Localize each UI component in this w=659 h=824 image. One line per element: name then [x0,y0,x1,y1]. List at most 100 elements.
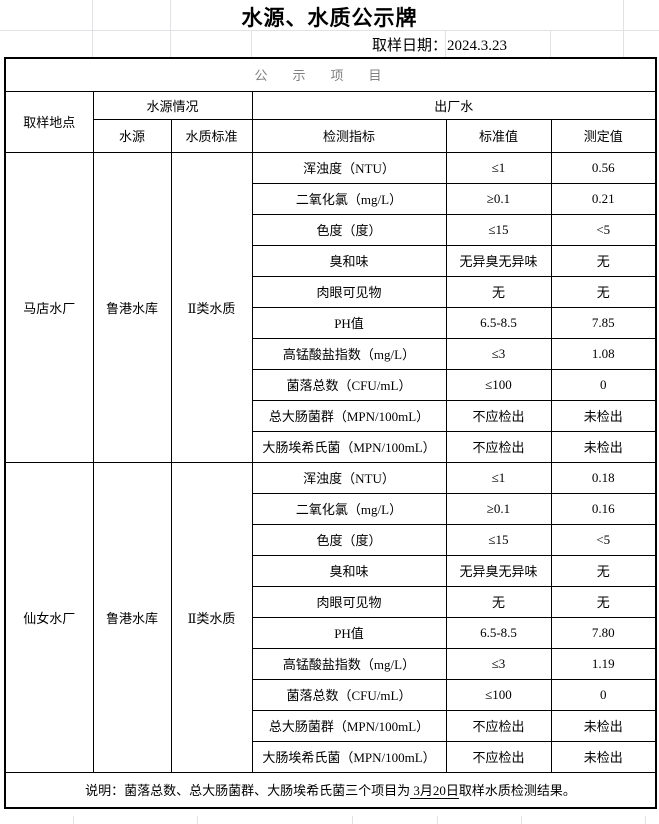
standard-cell: 不应检出 [445,430,552,463]
indicator-cell: 色度（度） [251,523,447,556]
table-row: 肉眼可见物 无 无 [5,275,657,308]
indicator-cell: 大肠埃希氏菌（MPN/100mL） [251,430,447,463]
plant-name-cell: 仙女水厂 [4,461,94,773]
gridline-vertical [645,816,646,824]
measured-cell: 1.19 [550,647,657,680]
table-row: 高锰酸盐指数（mg/L） ≤3 1.08 [5,337,657,370]
indicator-cell: 高锰酸盐指数（mg/L） [251,647,447,680]
measured-cell: 无 [550,275,657,308]
sample-date: 取样日期：2024.3.23 [372,38,508,54]
standard-cell: ≤100 [445,368,552,401]
indicator-cell: PH值 [251,306,447,339]
measured-cell: <5 [550,523,657,556]
gridline-vertical [437,816,438,824]
plant-standard-cell: Ⅱ类水质 [170,151,253,463]
water-quality-table: 公示项目 取样地点 水源情况 出厂水 水源 水质标准 检测指标 标准值 测定值 … [4,57,657,809]
standard-cell: 不应检出 [445,399,552,432]
indicator-cell: 总大肠菌群（MPN/100mL） [251,709,447,742]
table-row: 总大肠菌群（MPN/100mL） 不应检出 未检出 [5,709,657,742]
measured-cell: 0.21 [550,182,657,215]
gridline-vertical [251,30,252,57]
measured-cell: 无 [550,244,657,277]
gridline-vertical [550,30,551,57]
standard-cell: ≤3 [445,647,552,680]
gridline-vertical [92,0,93,57]
standard-cell: 无 [445,275,552,308]
header-measured-value: 测定值 [550,118,657,153]
table-row: 大肠埃希氏菌（MPN/100mL） 不应检出 未检出 [5,740,657,773]
measured-cell: 0.16 [550,492,657,525]
plant-source-cell: 鲁港水库 [92,151,172,463]
gridline-vertical [521,816,522,824]
header-standard-value: 标准值 [445,118,552,153]
table-row: 总大肠菌群（MPN/100mL） 不应检出 未检出 [5,399,657,432]
indicator-cell: 臭和味 [251,554,447,587]
standard-cell: ≤3 [445,337,552,370]
table-row: 色度（度） ≤15 <5 [5,523,657,556]
measured-cell: 0.56 [550,151,657,184]
plant-standard-cell: Ⅱ类水质 [170,461,253,773]
standard-cell: ≥0.1 [445,182,552,215]
measured-cell: 未检出 [550,740,657,773]
indicator-cell: 大肠埃希氏菌（MPN/100mL） [251,740,447,773]
table-row: 臭和味 无异臭无异味 无 [5,554,657,587]
table-row: 菌落总数（CFU/mL） ≤100 0 [5,368,657,401]
standard-cell: ≥0.1 [445,492,552,525]
indicator-cell: 臭和味 [251,244,447,277]
measured-cell: 7.80 [550,616,657,649]
footnote-prefix: 说明：菌落总数、总大肠菌群、大肠埃希氏菌三个项目为 [85,783,411,799]
table-row: 大肠埃希氏菌（MPN/100mL） 不应检出 未检出 [5,430,657,463]
table-row: 仙女水厂 鲁港水库 Ⅱ类水质 浑浊度（NTU） ≤1 0.18 [4,461,657,773]
standard-cell: ≤1 [445,151,552,184]
measured-cell: 未检出 [550,430,657,463]
measured-cell: 未检出 [550,399,657,432]
footnote: 说明：菌落总数、总大肠菌群、大肠埃希氏菌三个项目为 3月20日取样水质检测结果。 [4,771,657,809]
footnote-suffix: 取样水质检测结果。 [458,783,576,799]
measured-cell: 7.85 [550,306,657,339]
section-header: 公示项目 [4,57,657,92]
indicator-cell: 肉眼可见物 [251,275,447,308]
footnote-row: 说明：菌落总数、总大肠菌群、大肠埃希氏菌三个项目为 3月20日取样水质检测结果。 [4,771,657,809]
measured-cell: 无 [550,585,657,618]
gridline-horizontal [0,30,659,31]
measured-cell: 无 [550,554,657,587]
header-source-info: 水源情况 [92,90,253,120]
indicator-cell: 浑浊度（NTU） [251,151,447,184]
table-row: 色度（度） ≤15 <5 [5,213,657,246]
table-row: 肉眼可见物 无 无 [5,585,657,618]
gridline-vertical [197,816,198,824]
table-row: 二氧化氯（mg/L） ≥0.1 0.21 [5,182,657,215]
indicator-cell: 浑浊度（NTU） [251,461,447,494]
plant-source-cell: 鲁港水库 [92,461,172,773]
measured-cell: 0 [550,678,657,711]
header-quality-standard: 水质标准 [170,118,253,153]
gridline-vertical [352,816,353,824]
measured-cell: 0 [550,368,657,401]
page-title: 水源、水质公示牌 [241,6,418,30]
indicator-cell: 二氧化氯（mg/L） [251,492,447,525]
indicator-cell: 肉眼可见物 [251,585,447,618]
indicator-cell: PH值 [251,616,447,649]
indicator-cell: 高锰酸盐指数（mg/L） [251,337,447,370]
plant-name-cell: 马店水厂 [4,151,94,463]
header-sampling-location: 取样地点 [4,90,94,153]
header-row-2: 水源 水质标准 检测指标 标准值 测定值 [5,118,657,153]
indicator-cell: 菌落总数（CFU/mL） [251,368,447,401]
header-finished-water: 出厂水 [251,90,657,120]
standard-cell: 6.5-8.5 [445,616,552,649]
section-header-row: 公示项目 [4,57,657,92]
header-indicator: 检测指标 [251,118,447,153]
gridline-vertical [623,0,624,57]
standard-cell: 无 [445,585,552,618]
indicator-cell: 色度（度） [251,213,447,246]
indicator-cell: 总大肠菌群（MPN/100mL） [251,399,447,432]
standard-cell: ≤1 [445,461,552,494]
standard-cell: ≤15 [445,213,552,246]
table-row: 菌落总数（CFU/mL） ≤100 0 [5,678,657,711]
gridline-vertical [170,0,171,57]
standard-cell: 无异臭无异味 [445,554,552,587]
footnote-date-underlined: 3月20日 [410,783,459,800]
header-source: 水源 [92,118,172,153]
measured-cell: <5 [550,213,657,246]
measured-cell: 1.08 [550,337,657,370]
